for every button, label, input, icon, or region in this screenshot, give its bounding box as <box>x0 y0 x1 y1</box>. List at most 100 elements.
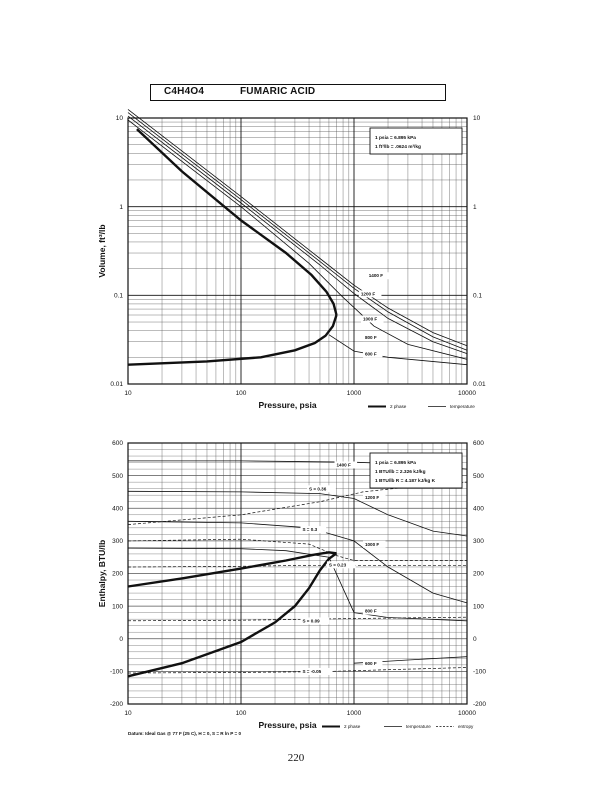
curve-label: 600 F <box>365 661 377 666</box>
curve-label-background <box>300 617 330 625</box>
x-tick-label: 100 <box>236 710 247 717</box>
y-tick-label-left: -200 <box>110 701 123 708</box>
y-tick-label-left: 0 <box>119 636 123 643</box>
y-tick-label-left: 0.1 <box>114 293 123 300</box>
x-tick-label: 100 <box>236 390 247 397</box>
curve-label-background <box>362 494 386 502</box>
temperature-curve <box>127 547 468 622</box>
x-tick-label: 10000 <box>458 710 476 717</box>
y-tick-label-left: 200 <box>112 571 123 578</box>
x-tick-label: 1000 <box>347 390 362 397</box>
entropy-curve <box>127 481 468 525</box>
y-tick-label-right: 300 <box>473 538 484 545</box>
curve-label: 800 F <box>365 335 377 340</box>
units-info-box <box>369 127 463 155</box>
curve-label-background <box>362 334 383 342</box>
legend-label: 2 phase <box>390 404 407 409</box>
datum-footnote: Datum: Ideal Gas @ 77 F (25 C), H = 0, S… <box>128 731 241 736</box>
x-axis-title: Pressure, psia <box>258 400 316 410</box>
temperature-curve <box>127 520 468 604</box>
curve-label: 1000 F <box>365 542 379 547</box>
curve-label: 800 F <box>365 609 377 614</box>
units-info-line: 1 BTU/lb R = 4.187 kJ/kg K <box>375 478 436 484</box>
curve-label: 600 F <box>365 351 377 356</box>
chemical-formula: C4H4O4 <box>164 86 205 97</box>
two-phase-curve <box>127 314 338 366</box>
page-number: 220 <box>287 752 305 764</box>
y-tick-label-left: 0.01 <box>110 381 123 388</box>
curve-label-background <box>326 561 356 569</box>
curve-label-background <box>362 540 386 548</box>
y-axis-title: Enthalpy, BTU/lb <box>97 540 107 607</box>
curve-label: 1000 F <box>363 317 377 322</box>
units-info-line: 1 psia = 6.895 kPa <box>375 135 416 141</box>
y-axis-title: Volume, ft³/lb <box>97 224 107 277</box>
legend-label: entropy <box>458 724 474 729</box>
y-tick-label-right: 0 <box>473 636 477 643</box>
x-axis-title: Pressure, psia <box>258 720 316 730</box>
y-tick-label-right: -100 <box>473 669 486 676</box>
x-tick-label: 1000 <box>347 710 362 717</box>
y-tick-label-right: -200 <box>473 701 486 708</box>
curve-label-background <box>362 607 383 615</box>
y-tick-label-right: 10 <box>473 115 481 122</box>
temperature-curve <box>127 109 468 347</box>
y-tick-label-right: 0.01 <box>473 381 486 388</box>
curve-label: 1400 F <box>336 462 350 467</box>
temperature-curve <box>127 112 468 351</box>
units-info-line: 1 ft³/lb = .0624 m³/kg <box>375 144 421 150</box>
y-tick-label-right: 1 <box>473 204 477 211</box>
two-phase-curve <box>136 128 338 316</box>
curve-label: S = -0.05 <box>302 669 321 674</box>
plot-frame <box>127 117 468 385</box>
curve-label-background <box>307 485 336 493</box>
y-tick-label-left: 400 <box>112 505 123 512</box>
curve-label-background <box>300 526 327 534</box>
legend-label: 2 phase <box>344 724 361 729</box>
curve-label: S = 0.3 <box>302 527 317 532</box>
curve-label-background <box>360 315 384 323</box>
x-tick-label: 10000 <box>458 390 476 397</box>
y-tick-label-left: -100 <box>110 669 123 676</box>
units-info-line: 1 psia = 6.895 kPa <box>375 460 416 466</box>
curve-label-background <box>334 461 358 469</box>
curve-label-background <box>358 290 382 298</box>
y-tick-label-left: 100 <box>112 603 123 610</box>
legend-label: temperature <box>406 724 431 729</box>
y-tick-label-right: 600 <box>473 440 484 447</box>
curve-label: 1200 F <box>365 495 379 500</box>
curve-label: S = 0.36 <box>309 486 327 491</box>
temperature-curve <box>127 119 468 360</box>
entropy-curve <box>127 564 467 568</box>
y-tick-label-left: 500 <box>112 473 123 480</box>
x-tick-label: 10 <box>124 390 132 397</box>
two-phase-curve <box>127 552 338 678</box>
curve-label-background <box>362 659 383 667</box>
entropy-curve <box>127 616 468 622</box>
curve-label-background <box>362 350 383 358</box>
units-info-line: 1 BTU/lb = 2.326 kJ/kg <box>375 469 426 475</box>
y-tick-label-right: 100 <box>473 603 484 610</box>
curve-label: S = 0.09 <box>302 618 320 623</box>
header-box <box>150 84 446 101</box>
y-tick-label-left: 300 <box>112 538 123 545</box>
compound-name: FUMARIC ACID <box>240 86 316 97</box>
y-tick-label-left: 600 <box>112 440 123 447</box>
temperature-curve <box>127 115 468 354</box>
curve-label: 1200 F <box>361 291 375 296</box>
y-tick-label-right: 400 <box>473 505 484 512</box>
units-info-box <box>369 452 463 489</box>
x-tick-label: 10 <box>124 710 132 717</box>
y-tick-label-right: 500 <box>473 473 484 480</box>
y-tick-label-right: 200 <box>473 571 484 578</box>
curve-label: 1400 F <box>369 273 383 278</box>
plot-frame <box>127 442 468 705</box>
two-phase-curve <box>127 551 337 588</box>
curve-label-background <box>300 668 333 676</box>
entropy-curve <box>127 538 467 561</box>
curve-label: S = 0.23 <box>329 562 347 567</box>
y-tick-label-right: 0.1 <box>473 293 482 300</box>
entropy-curve <box>127 667 468 674</box>
legend-label: temperature <box>450 404 475 409</box>
